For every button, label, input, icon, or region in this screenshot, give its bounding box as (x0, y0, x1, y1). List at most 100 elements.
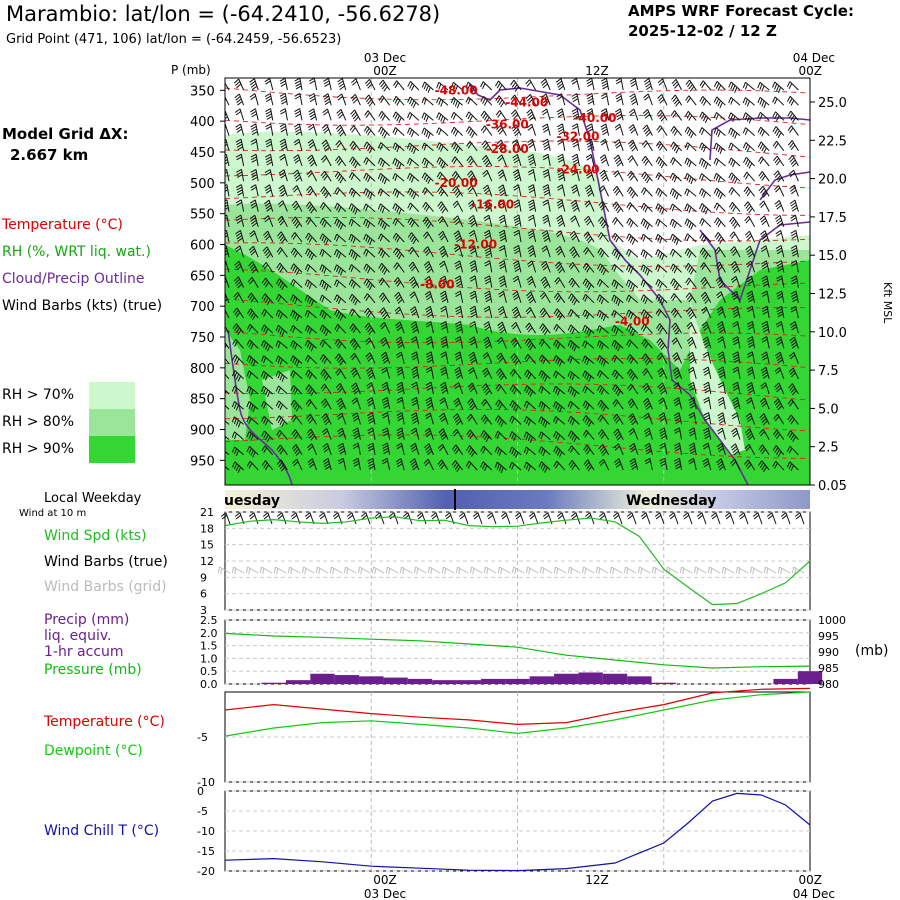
wind-barb-grid (455, 566, 469, 575)
xs-wind-barb (717, 321, 726, 334)
xs-wind-barb (276, 429, 288, 440)
xs-wind-barb (263, 230, 274, 243)
xs-wind-barb (553, 370, 566, 380)
xs-wind-barb (601, 78, 610, 91)
xs-wind-barb (772, 126, 785, 138)
xs-wind-barb (466, 413, 478, 425)
xs-wind-barb (538, 461, 551, 473)
xs-wind-barb (657, 78, 668, 91)
xs-wind-barb (672, 367, 683, 380)
xs-wind-barb (249, 214, 259, 227)
isotherm-line (225, 330, 810, 344)
isotherm-label: -20.00 (435, 176, 478, 190)
xs-wind-barb (716, 306, 726, 319)
xs-wind-barb (642, 397, 653, 410)
xs-wind-barb (425, 381, 434, 395)
xs-wind-barb (225, 138, 230, 151)
xs-wind-barb (761, 336, 770, 349)
wind-barb-grid (581, 566, 595, 575)
xs-wind-barb (685, 277, 697, 288)
xs-wind-barb (279, 108, 288, 121)
xs-wind-barb (713, 202, 726, 212)
xs-wind-barb (596, 355, 609, 367)
xs-wind-barb (526, 291, 537, 304)
xs-wind-barb (673, 412, 683, 425)
xs-wind-barb (626, 354, 639, 364)
xs-wind-barb (542, 168, 551, 182)
xs-wind-barb (538, 431, 551, 440)
xs-wind-barb (523, 416, 536, 426)
xs-wind-barb (348, 187, 361, 198)
wind-speed-series (224, 516, 811, 606)
xs-wind-barb (335, 140, 347, 152)
xs-wind-barb (320, 398, 332, 410)
xs-wind-barb (728, 81, 741, 93)
xs-wind-barb (567, 309, 580, 319)
xs-wind-barb (571, 153, 580, 167)
windchill-series (224, 792, 811, 872)
xs-wind-barb (467, 382, 478, 395)
xs-wind-barb (367, 412, 376, 425)
xs-wind-barb (377, 173, 390, 185)
xs-wind-barb (597, 429, 610, 440)
xs-wind-barb (790, 305, 799, 319)
xs-wind-barb (788, 383, 799, 396)
xs-wind-barb (656, 109, 668, 122)
xs-wind-barb (225, 276, 230, 288)
forecast-cycle-label: AMPS WRF Forecast Cycle: (628, 2, 854, 20)
xs-wind-barb (525, 94, 537, 106)
xs-wind-barb (786, 81, 799, 91)
xs-wind-barb (250, 108, 259, 121)
xs-wind-barb (496, 124, 507, 136)
xs-wind-barb (510, 337, 522, 349)
xs-wind-barb (225, 109, 230, 121)
height-tick-label: 12.5 (818, 288, 847, 303)
wind-barb-grid (525, 566, 539, 575)
xs-wind-barb (322, 457, 332, 471)
xs-wind-barb (381, 366, 391, 379)
wind-barb-true (514, 512, 525, 525)
xs-wind-barb (684, 233, 697, 243)
xs-wind-barb (655, 218, 668, 228)
wc-tick-label: 0 (197, 785, 204, 798)
xs-wind-barb (611, 279, 624, 289)
xs-wind-barb (421, 112, 434, 122)
xs-wind-barb (611, 339, 624, 352)
xs-wind-barb (440, 336, 449, 349)
isotherm-label: -24.00 (557, 162, 600, 176)
xs-wind-barb (759, 397, 770, 410)
xs-wind-barb (570, 199, 580, 212)
xs-wind-barb (714, 232, 726, 244)
xs-wind-barb (557, 168, 566, 182)
weekday-right: Wednesday (626, 493, 716, 509)
xs-wind-barb (702, 366, 712, 379)
xs-wind-barb (469, 260, 478, 273)
xs-wind-barb (246, 339, 259, 350)
xs-wind-barb (232, 338, 244, 349)
xs-wind-barb (225, 168, 230, 182)
xs-wind-barb (523, 400, 536, 410)
xs-wind-barb (392, 188, 405, 198)
xs-wind-barb (743, 186, 755, 197)
xs-wind-barb (643, 427, 653, 440)
wind-barb-true (570, 512, 581, 525)
wind-barb-grid (427, 566, 441, 575)
xs-wind-barb (655, 249, 668, 261)
height-tick-label: 5.0 (818, 402, 839, 417)
xs-wind-barb (732, 351, 741, 364)
xs-wind-barb (436, 186, 449, 197)
xs-wind-barb (234, 260, 245, 273)
height-tick-label: 17.5 (818, 211, 847, 226)
xs-wind-barb (611, 354, 624, 364)
xs-wind-barb (235, 214, 245, 227)
xs-wind-barb (465, 96, 478, 106)
xs-wind-barb (669, 218, 682, 229)
xs-wind-barb (629, 443, 639, 455)
xs-wind-barb (701, 321, 712, 334)
precip-bar (627, 676, 652, 684)
xs-wind-barb (235, 123, 245, 136)
xs-wind-barb (699, 188, 712, 198)
xs-wind-barb (225, 357, 230, 364)
isotherm-label: -28.00 (486, 142, 529, 156)
xs-wind-barb (773, 398, 785, 411)
